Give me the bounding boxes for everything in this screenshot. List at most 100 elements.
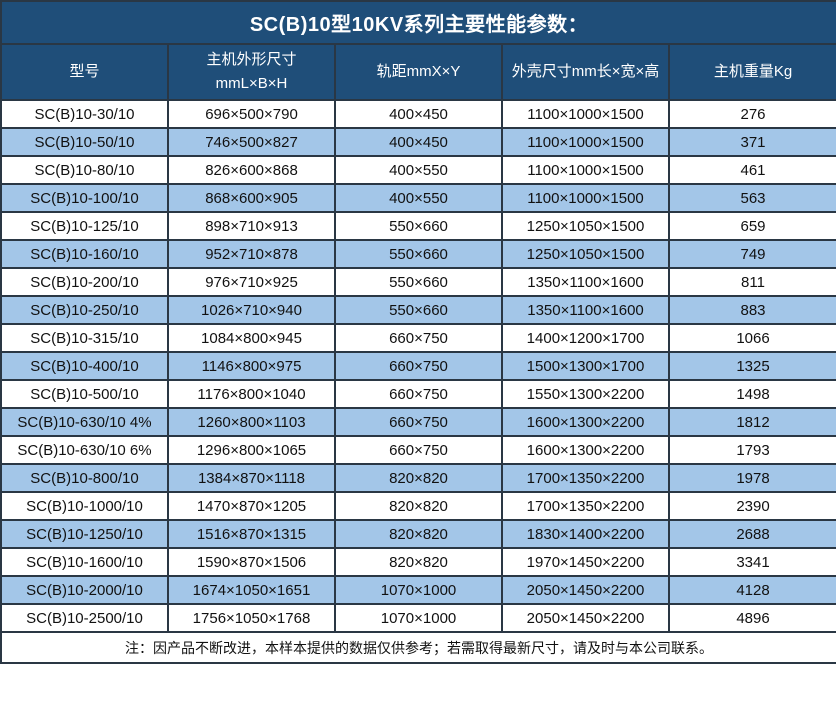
cell-enclosure-dimensions: 1600×1300×2200 — [501, 407, 670, 437]
cell-rail-gauge: 1070×1000 — [334, 603, 503, 633]
table-row: SC(B)10-50/10 746×500×827 400×450 1100×1000… — [0, 127, 836, 157]
cell-weight: 4896 — [667, 603, 836, 633]
note-row: 注：因产品不断改进，本样本提供的数据仅供参考；若需取得最新尺寸，请及时与本公司联… — [0, 631, 836, 664]
table-row: SC(B)10-315/10 1084×800×945 660×750 1400×12… — [0, 323, 836, 353]
cell-enclosure-dimensions: 2050×1450×2200 — [501, 603, 670, 633]
cell-enclosure-dimensions: 1700×1350×2200 — [501, 463, 670, 493]
cell-model: SC(B)10-1250/10 — [0, 519, 169, 549]
cell-weight: 1812 — [667, 407, 836, 437]
cell-enclosure-dimensions: 1400×1200×1700 — [501, 323, 670, 353]
cell-weight: 883 — [667, 295, 836, 325]
col-header-model: 型号 — [0, 43, 169, 101]
page-title: SC(B)10型10KV系列主要性能参数： — [0, 0, 836, 45]
cell-rail-gauge: 660×750 — [334, 351, 503, 381]
cell-body-dimensions: 952×710×878 — [167, 239, 336, 269]
cell-model: SC(B)10-200/10 — [0, 267, 169, 297]
table-row: SC(B)10-160/10 952×710×878 550×660 1250×105… — [0, 239, 836, 269]
cell-rail-gauge: 820×820 — [334, 519, 503, 549]
table-row: SC(B)10-100/10 868×600×905 400×550 1100×100… — [0, 183, 836, 213]
cell-model: SC(B)10-500/10 — [0, 379, 169, 409]
cell-rail-gauge: 400×550 — [334, 183, 503, 213]
cell-body-dimensions: 1384×870×1118 — [167, 463, 336, 493]
cell-model: SC(B)10-50/10 — [0, 127, 169, 157]
table-row: SC(B)10-2000/10 1674×1050×1651 1070×1000 20… — [0, 575, 836, 605]
cell-body-dimensions: 1470×870×1205 — [167, 491, 336, 521]
cell-enclosure-dimensions: 1830×1400×2200 — [501, 519, 670, 549]
col-header-body-dimensions-line2: mmL×B×H — [215, 75, 288, 92]
cell-rail-gauge: 660×750 — [334, 407, 503, 437]
cell-weight: 659 — [667, 211, 836, 241]
cell-enclosure-dimensions: 1600×1300×2200 — [501, 435, 670, 465]
cell-weight: 563 — [667, 183, 836, 213]
cell-model: SC(B)10-80/10 — [0, 155, 169, 185]
cell-model: SC(B)10-2000/10 — [0, 575, 169, 605]
cell-model: SC(B)10-160/10 — [0, 239, 169, 269]
col-header-weight: 主机重量Kg — [667, 43, 836, 101]
table-row: SC(B)10-125/10 898×710×913 550×660 1250×105… — [0, 211, 836, 241]
cell-enclosure-dimensions: 1250×1050×1500 — [501, 239, 670, 269]
cell-body-dimensions: 696×500×790 — [167, 99, 336, 129]
cell-body-dimensions: 898×710×913 — [167, 211, 336, 241]
table-row: SC(B)10-1250/10 1516×870×1315 820×820 1830×… — [0, 519, 836, 549]
cell-weight: 2688 — [667, 519, 836, 549]
cell-model: SC(B)10-315/10 — [0, 323, 169, 353]
cell-model: SC(B)10-630/10 6% — [0, 435, 169, 465]
cell-body-dimensions: 1516×870×1315 — [167, 519, 336, 549]
cell-enclosure-dimensions: 1100×1000×1500 — [501, 155, 670, 185]
table-row: SC(B)10-30/10 696×500×790 400×450 1100×1000… — [0, 99, 836, 129]
cell-body-dimensions: 1674×1050×1651 — [167, 575, 336, 605]
cell-model: SC(B)10-100/10 — [0, 183, 169, 213]
cell-enclosure-dimensions: 1100×1000×1500 — [501, 99, 670, 129]
cell-model: SC(B)10-400/10 — [0, 351, 169, 381]
col-header-body-dimensions: 主机外形尺寸 mmL×B×H — [167, 43, 336, 101]
cell-model: SC(B)10-1000/10 — [0, 491, 169, 521]
cell-body-dimensions: 1756×1050×1768 — [167, 603, 336, 633]
table-row: SC(B)10-1600/10 1590×870×1506 820×820 1970×… — [0, 547, 836, 577]
cell-rail-gauge: 820×820 — [334, 491, 503, 521]
cell-weight: 1498 — [667, 379, 836, 409]
table-row: SC(B)10-630/10 4% 1260×800×1103 660×750 160… — [0, 407, 836, 437]
cell-enclosure-dimensions: 1350×1100×1600 — [501, 295, 670, 325]
cell-rail-gauge: 660×750 — [334, 379, 503, 409]
cell-enclosure-dimensions: 1100×1000×1500 — [501, 183, 670, 213]
table-row: SC(B)10-2500/10 1756×1050×1768 1070×1000 20… — [0, 603, 836, 633]
cell-enclosure-dimensions: 1970×1450×2200 — [501, 547, 670, 577]
cell-weight: 3341 — [667, 547, 836, 577]
cell-weight: 749 — [667, 239, 836, 269]
cell-rail-gauge: 550×660 — [334, 295, 503, 325]
cell-rail-gauge: 1070×1000 — [334, 575, 503, 605]
cell-enclosure-dimensions: 1550×1300×2200 — [501, 379, 670, 409]
cell-body-dimensions: 1260×800×1103 — [167, 407, 336, 437]
cell-enclosure-dimensions: 1350×1100×1600 — [501, 267, 670, 297]
cell-body-dimensions: 1296×800×1065 — [167, 435, 336, 465]
cell-rail-gauge: 820×820 — [334, 547, 503, 577]
cell-body-dimensions: 1590×870×1506 — [167, 547, 336, 577]
col-header-rail-gauge: 轨距mmX×Y — [334, 43, 503, 101]
cell-rail-gauge: 400×450 — [334, 99, 503, 129]
cell-weight: 2390 — [667, 491, 836, 521]
cell-enclosure-dimensions: 2050×1450×2200 — [501, 575, 670, 605]
table-row: SC(B)10-250/10 1026×710×940 550×660 1350×11… — [0, 295, 836, 325]
cell-body-dimensions: 826×600×868 — [167, 155, 336, 185]
cell-weight: 1325 — [667, 351, 836, 381]
cell-body-dimensions: 1146×800×975 — [167, 351, 336, 381]
cell-model: SC(B)10-250/10 — [0, 295, 169, 325]
cell-body-dimensions: 746×500×827 — [167, 127, 336, 157]
table-row: SC(B)10-200/10 976×710×925 550×660 1350×110… — [0, 267, 836, 297]
cell-enclosure-dimensions: 1100×1000×1500 — [501, 127, 670, 157]
table-row: SC(B)10-630/10 6% 1296×800×1065 660×750 160… — [0, 435, 836, 465]
cell-rail-gauge: 820×820 — [334, 463, 503, 493]
col-header-enclosure-dimensions: 外壳尺寸mm长×宽×高 — [501, 43, 670, 101]
cell-model: SC(B)10-800/10 — [0, 463, 169, 493]
cell-enclosure-dimensions: 1700×1350×2200 — [501, 491, 670, 521]
cell-weight: 1066 — [667, 323, 836, 353]
cell-rail-gauge: 550×660 — [334, 239, 503, 269]
cell-rail-gauge: 550×660 — [334, 267, 503, 297]
cell-body-dimensions: 1176×800×1040 — [167, 379, 336, 409]
table-row: SC(B)10-80/10 826×600×868 400×550 1100×1000… — [0, 155, 836, 185]
cell-body-dimensions: 976×710×925 — [167, 267, 336, 297]
cell-model: SC(B)10-30/10 — [0, 99, 169, 129]
cell-body-dimensions: 868×600×905 — [167, 183, 336, 213]
cell-body-dimensions: 1026×710×940 — [167, 295, 336, 325]
